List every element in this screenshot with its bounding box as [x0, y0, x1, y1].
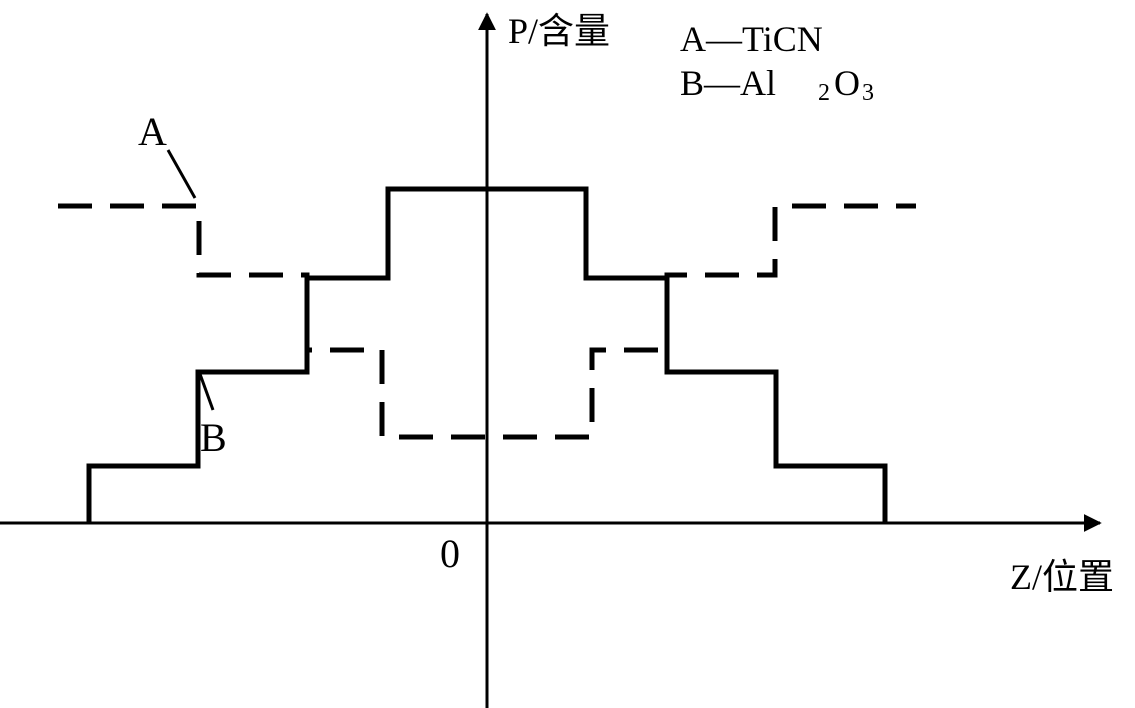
- legend-b-sub1: 2: [818, 80, 830, 107]
- legend-b-sub2: 3: [862, 80, 874, 107]
- y-axis-label: P/含量: [508, 2, 610, 54]
- legend-b-prefix: B—Al: [680, 62, 776, 104]
- series-b-leader-label: B: [200, 414, 227, 461]
- series-a-leader-label: A: [138, 108, 167, 155]
- origin-label: 0: [440, 530, 460, 577]
- legend-b-o: O: [834, 62, 860, 104]
- chart-canvas: P/含量 Z/位置 0 A B A—TiCN B—Al 2 O 3: [0, 0, 1135, 708]
- chart-svg: [0, 0, 1135, 708]
- legend-a: A—TiCN: [680, 18, 823, 60]
- x-axis-label: Z/位置: [1010, 548, 1114, 600]
